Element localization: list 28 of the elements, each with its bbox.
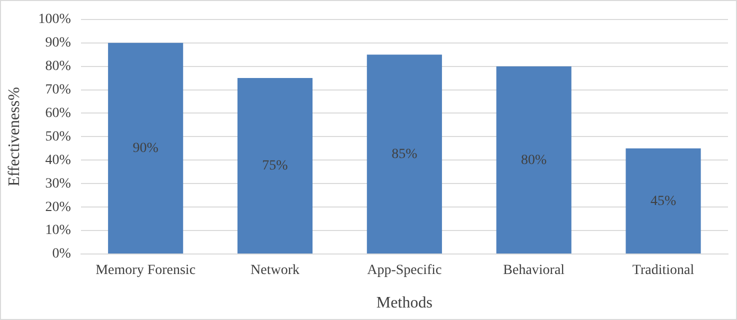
data-label: 80% (521, 152, 548, 168)
y-tick-label: 90% (45, 36, 72, 51)
y-tick-label: 30% (45, 176, 72, 192)
x-tick-label: App-Specific (367, 263, 442, 278)
y-tick-label: 20% (45, 200, 72, 215)
y-tick-label: 10% (45, 223, 72, 238)
data-label: 85% (392, 146, 418, 162)
bar (496, 66, 572, 254)
x-tick-label: Memory Forensic (96, 263, 196, 278)
data-label: 45% (650, 194, 676, 209)
y-tick-label: 40% (45, 152, 72, 168)
bar (237, 78, 313, 254)
x-axis-title: Methods (376, 294, 432, 312)
data-label: 75% (262, 158, 288, 174)
x-tick-label: Network (250, 263, 300, 278)
y-tick-label: 60% (45, 106, 72, 121)
y-tick-label: 50% (45, 129, 72, 144)
data-label: 90% (132, 141, 159, 156)
y-axis-title: Effectiveness% (6, 87, 23, 186)
y-tick-label: 70% (45, 82, 72, 98)
x-tick-label: Behavioral (503, 263, 565, 278)
y-tick-label: 0% (52, 246, 72, 262)
y-tick-label: 80% (45, 58, 72, 74)
y-tick-label: 100% (38, 12, 72, 28)
x-tick-label: Traditional (632, 263, 694, 278)
bar (366, 54, 442, 254)
bar (626, 148, 701, 254)
bar (108, 42, 184, 254)
